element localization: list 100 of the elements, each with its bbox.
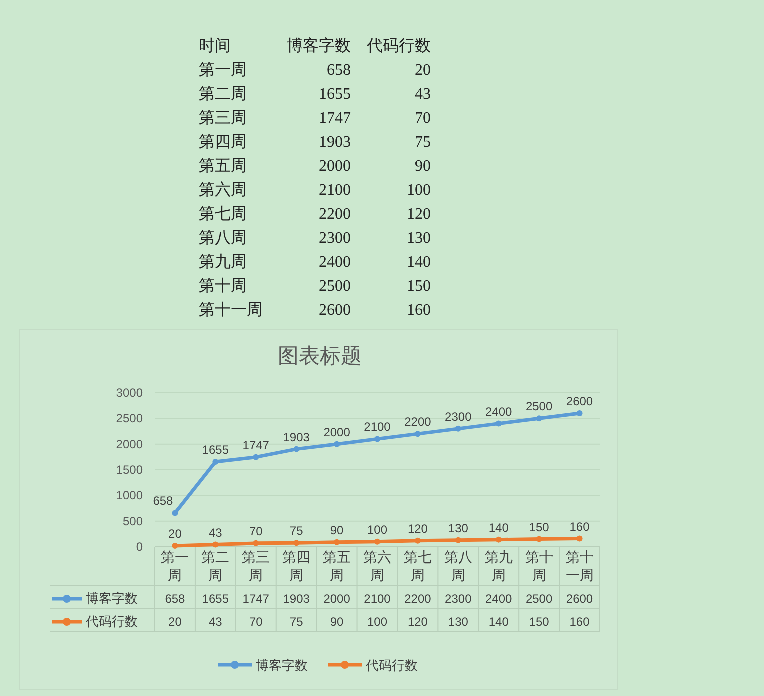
data-label: 120 bbox=[408, 615, 428, 629]
text: 第九周 bbox=[199, 253, 247, 271]
point bbox=[455, 537, 462, 544]
text: 2000 bbox=[319, 158, 351, 175]
annotation: 120 bbox=[408, 522, 428, 536]
text: 1747 bbox=[319, 110, 351, 127]
point bbox=[536, 536, 542, 542]
text: 75 bbox=[415, 134, 431, 151]
point bbox=[334, 441, 340, 448]
x-tick-label: 第四周 bbox=[282, 549, 311, 583]
annotation: 43 bbox=[209, 526, 223, 540]
text: 博客字数 bbox=[287, 38, 351, 55]
point bbox=[253, 454, 260, 460]
x-tick-label: 第三周 bbox=[242, 549, 270, 583]
text: 43 bbox=[415, 86, 431, 103]
data-label: 2400 bbox=[486, 592, 513, 606]
point bbox=[172, 542, 178, 549]
text: 第五周 bbox=[199, 158, 247, 175]
y-tick-label: 3000 bbox=[116, 386, 144, 400]
annotation: 70 bbox=[249, 524, 264, 538]
annotation: 2300 bbox=[445, 410, 472, 424]
text: 2600 bbox=[319, 302, 351, 319]
text: 160 bbox=[407, 302, 431, 319]
text: 100 bbox=[407, 182, 431, 199]
point bbox=[414, 431, 421, 438]
text: 第八周 bbox=[199, 230, 247, 247]
point bbox=[294, 446, 300, 452]
annotation: 1655 bbox=[202, 443, 230, 458]
data-label: 2100 bbox=[364, 592, 392, 606]
text: 第四周 bbox=[199, 134, 247, 151]
text: 90 bbox=[415, 158, 431, 175]
text: 第三周 bbox=[199, 110, 247, 127]
text: 150 bbox=[407, 278, 431, 295]
data-label: 130 bbox=[448, 615, 469, 629]
x-tick-label: 第十一周 bbox=[566, 549, 594, 583]
data-label: 100 bbox=[367, 615, 388, 629]
legend: 博客字数 代码行数 bbox=[218, 658, 418, 673]
y-tick-label: 0 bbox=[136, 540, 144, 554]
data-label: 1655 bbox=[202, 592, 230, 606]
data-label: 2300 bbox=[445, 592, 472, 606]
data-label: 20 bbox=[168, 615, 182, 629]
annotation: 1903 bbox=[283, 430, 310, 444]
text: 第十一周 bbox=[199, 301, 263, 319]
data-label: 150 bbox=[529, 615, 550, 629]
text: 70 bbox=[415, 110, 431, 127]
x-tick-label: 第十周 bbox=[525, 549, 554, 583]
text: 130 bbox=[407, 230, 431, 247]
point bbox=[374, 538, 380, 545]
x-tick-label: 第一周 bbox=[161, 549, 190, 583]
text: 2200 bbox=[319, 206, 351, 223]
data-label: 2200 bbox=[404, 592, 432, 606]
text: 2500 bbox=[319, 278, 351, 295]
annotation: 20 bbox=[168, 526, 182, 541]
point bbox=[496, 420, 502, 427]
data-label: 1747 bbox=[242, 592, 270, 606]
data-label: 140 bbox=[488, 615, 510, 629]
y-tick-label: 2000 bbox=[116, 437, 144, 452]
text: 2300 bbox=[319, 230, 351, 247]
point bbox=[455, 426, 462, 432]
annotation: 90 bbox=[330, 523, 344, 538]
chart-title: 图表标题 bbox=[278, 345, 362, 368]
x-tick-label: 第六周 bbox=[364, 549, 392, 583]
data-label: 2000 bbox=[324, 592, 351, 606]
x-tick-label: 第七周 bbox=[404, 549, 432, 583]
annotation: 100 bbox=[367, 522, 388, 537]
text: 120 bbox=[407, 206, 431, 223]
data-label: 70 bbox=[249, 615, 264, 629]
point bbox=[253, 540, 260, 546]
annotation: 140 bbox=[488, 520, 510, 535]
annotation: 2400 bbox=[486, 404, 513, 419]
text: 时间 bbox=[199, 37, 231, 55]
data-label: 75 bbox=[290, 615, 304, 629]
text: 658 bbox=[327, 62, 351, 79]
annotation: 658 bbox=[153, 494, 174, 508]
annotation: 150 bbox=[529, 520, 550, 534]
text: 第七周 bbox=[199, 205, 247, 223]
x-tick-label: 第五周 bbox=[323, 549, 352, 583]
y-tick-label: 1000 bbox=[116, 488, 144, 503]
text: 第十周 bbox=[199, 277, 247, 295]
annotation: 2200 bbox=[404, 415, 432, 430]
data-label: 1903 bbox=[283, 592, 310, 606]
point bbox=[212, 459, 219, 466]
annotation: 2000 bbox=[324, 425, 351, 440]
data-label: 90 bbox=[330, 615, 344, 629]
x-tick-label: 第九周 bbox=[484, 549, 513, 583]
text: 代码行数 bbox=[367, 38, 431, 55]
data-label: 2600 bbox=[566, 592, 594, 606]
annotation: 2100 bbox=[364, 420, 392, 434]
point bbox=[536, 416, 542, 422]
data-label: 43 bbox=[209, 615, 223, 629]
annotation: 2500 bbox=[526, 400, 553, 414]
y-tick-label: 1500 bbox=[116, 463, 144, 477]
text: 2100 bbox=[319, 182, 351, 199]
text: 2400 bbox=[319, 254, 351, 271]
point bbox=[294, 540, 300, 546]
point bbox=[212, 542, 219, 548]
y-tick-label: 500 bbox=[122, 514, 144, 528]
text: 第六周 bbox=[199, 181, 247, 199]
point bbox=[172, 510, 178, 516]
point bbox=[374, 436, 380, 442]
